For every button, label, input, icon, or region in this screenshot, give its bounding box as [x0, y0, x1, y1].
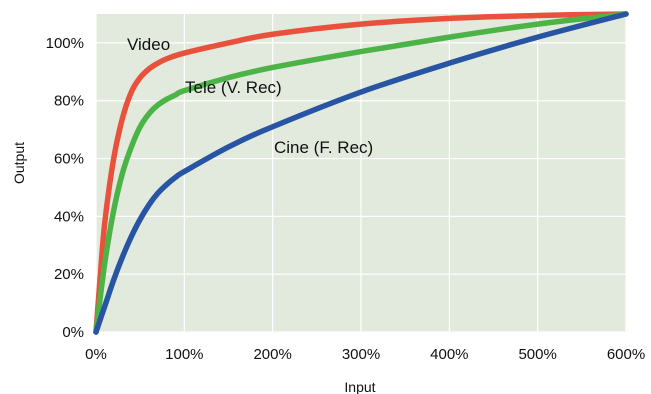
annotation-video: Video — [127, 35, 170, 54]
series-line-video — [93, 11, 629, 335]
y-tick-label: 20% — [54, 266, 84, 283]
series-annotations: Video Tele (V. Rec) Cine (F. Rec) — [127, 35, 373, 157]
annotation-cine-f-rec: Cine (F. Rec) — [274, 138, 373, 157]
series-line-tele-v-rec — [93, 11, 629, 335]
y-tick-label: 60% — [54, 151, 84, 168]
y-tick-label: 0% — [62, 324, 84, 341]
x-tick-labels: 0% 100% 200% 300% 400% 500% 600% — [85, 346, 645, 363]
annotation-tele-v-rec: Tele (V. Rec) — [185, 78, 282, 97]
x-axis-label: Input — [344, 379, 375, 394]
series-lines — [93, 11, 629, 335]
y-tick-label: 40% — [54, 208, 84, 225]
y-tick-label: 100% — [46, 35, 84, 52]
x-tick-label: 600% — [607, 346, 645, 363]
x-tick-label: 0% — [85, 346, 107, 363]
x-tick-label: 400% — [430, 346, 468, 363]
x-tick-label: 200% — [253, 346, 291, 363]
series-line-cine-f-rec — [93, 11, 629, 335]
x-tick-label: 500% — [518, 346, 556, 363]
y-axis-label: Output — [11, 142, 27, 184]
y-tick-labels: 0% 20% 40% 60% 80% 100% — [46, 35, 84, 341]
y-tick-label: 80% — [54, 93, 84, 110]
x-tick-label: 100% — [165, 346, 203, 363]
x-tick-label: 300% — [342, 346, 380, 363]
